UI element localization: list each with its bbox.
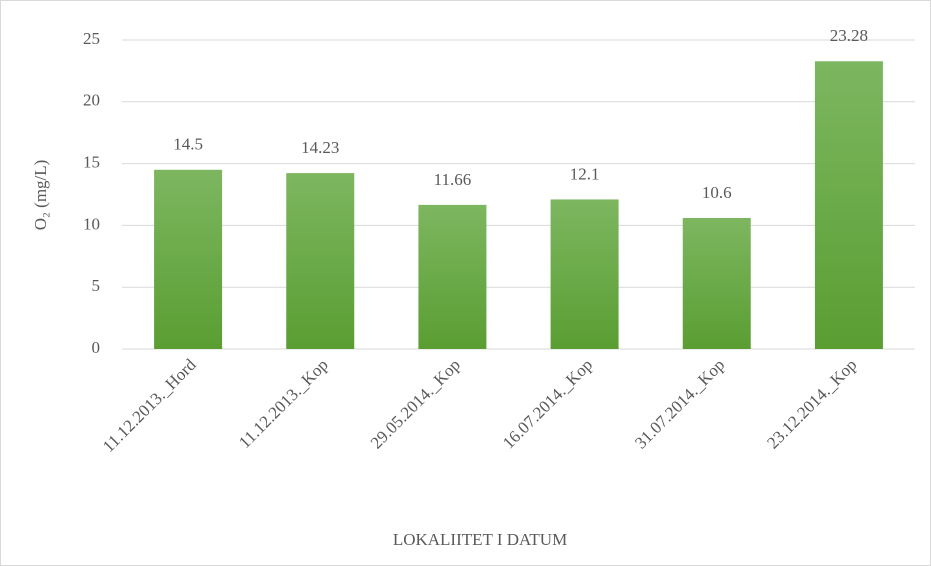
y-tick-label: 15 [83, 153, 100, 172]
y-tick-label: 10 [83, 214, 100, 233]
bar [418, 204, 487, 349]
data-label: 14.5 [173, 135, 203, 154]
bar [154, 169, 223, 349]
x-axis-title: LOKALIITET I DATUM [393, 530, 567, 549]
bar [814, 61, 883, 349]
bar [550, 199, 619, 349]
bar [286, 173, 355, 349]
data-label: 12.1 [570, 164, 600, 183]
data-label: 11.66 [434, 170, 472, 189]
bar [682, 217, 751, 349]
y-tick-label: 25 [83, 29, 100, 48]
y-axis-title: O₂ (mg/L) [31, 160, 50, 231]
data-label: 23.28 [830, 26, 868, 45]
y-tick-label: 5 [92, 276, 101, 295]
data-label: 14.23 [301, 138, 339, 157]
y-tick-label: 20 [83, 91, 100, 110]
data-label: 10.6 [702, 183, 732, 202]
y-tick-label: 0 [92, 338, 101, 357]
